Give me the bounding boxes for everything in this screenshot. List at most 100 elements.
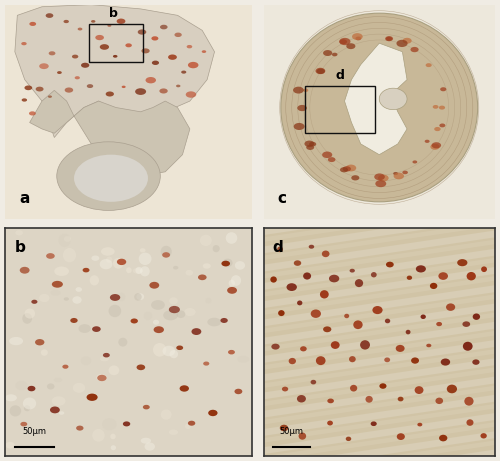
Polygon shape xyxy=(264,313,495,351)
Ellipse shape xyxy=(130,319,138,324)
Text: b: b xyxy=(15,240,26,254)
Ellipse shape xyxy=(297,395,306,402)
Ellipse shape xyxy=(376,180,386,187)
Ellipse shape xyxy=(346,43,356,49)
Ellipse shape xyxy=(176,310,186,318)
Polygon shape xyxy=(264,295,495,333)
Polygon shape xyxy=(264,310,495,356)
Ellipse shape xyxy=(135,88,146,95)
Ellipse shape xyxy=(57,142,160,210)
Ellipse shape xyxy=(103,353,110,357)
Ellipse shape xyxy=(74,76,80,79)
Ellipse shape xyxy=(397,433,405,440)
Ellipse shape xyxy=(100,259,112,269)
Ellipse shape xyxy=(186,270,193,276)
Ellipse shape xyxy=(80,356,92,365)
Ellipse shape xyxy=(9,337,23,345)
Ellipse shape xyxy=(440,124,446,127)
Ellipse shape xyxy=(332,53,338,56)
Polygon shape xyxy=(5,228,252,456)
Ellipse shape xyxy=(446,303,455,311)
Text: c: c xyxy=(278,191,286,206)
Ellipse shape xyxy=(58,234,70,247)
Ellipse shape xyxy=(294,123,304,130)
Ellipse shape xyxy=(316,356,326,365)
Ellipse shape xyxy=(206,298,212,304)
Polygon shape xyxy=(264,420,495,461)
Polygon shape xyxy=(264,276,495,315)
Ellipse shape xyxy=(438,272,448,280)
Ellipse shape xyxy=(29,111,36,116)
Ellipse shape xyxy=(58,411,64,415)
Polygon shape xyxy=(264,292,495,338)
Ellipse shape xyxy=(339,38,350,45)
Ellipse shape xyxy=(372,306,382,314)
Ellipse shape xyxy=(222,260,230,266)
Ellipse shape xyxy=(378,175,388,182)
Ellipse shape xyxy=(162,252,170,258)
Ellipse shape xyxy=(186,45,192,48)
Ellipse shape xyxy=(46,13,54,18)
Ellipse shape xyxy=(436,397,443,404)
Ellipse shape xyxy=(360,340,370,349)
Ellipse shape xyxy=(188,421,196,426)
Ellipse shape xyxy=(21,42,26,45)
Ellipse shape xyxy=(96,35,104,40)
Ellipse shape xyxy=(298,432,306,440)
Ellipse shape xyxy=(22,313,32,324)
Ellipse shape xyxy=(298,105,307,111)
Ellipse shape xyxy=(152,36,158,41)
Polygon shape xyxy=(264,240,495,278)
Ellipse shape xyxy=(426,344,432,347)
Ellipse shape xyxy=(300,346,306,351)
Ellipse shape xyxy=(92,326,100,332)
Polygon shape xyxy=(264,219,495,265)
Ellipse shape xyxy=(48,51,56,55)
Ellipse shape xyxy=(118,338,128,347)
Text: a: a xyxy=(20,191,30,206)
Ellipse shape xyxy=(322,152,332,158)
Ellipse shape xyxy=(280,425,288,431)
Ellipse shape xyxy=(16,381,28,390)
Ellipse shape xyxy=(108,24,112,27)
Ellipse shape xyxy=(47,384,54,390)
Polygon shape xyxy=(264,347,495,392)
Ellipse shape xyxy=(416,265,426,272)
Ellipse shape xyxy=(50,290,60,296)
Ellipse shape xyxy=(294,260,301,266)
Ellipse shape xyxy=(424,140,430,143)
Ellipse shape xyxy=(380,88,407,110)
Ellipse shape xyxy=(41,349,48,356)
Ellipse shape xyxy=(208,318,221,326)
Ellipse shape xyxy=(5,394,17,402)
Ellipse shape xyxy=(303,89,308,92)
Ellipse shape xyxy=(235,261,245,270)
Ellipse shape xyxy=(22,98,27,101)
Ellipse shape xyxy=(117,259,126,265)
Ellipse shape xyxy=(398,396,404,402)
Ellipse shape xyxy=(54,266,69,276)
Polygon shape xyxy=(264,456,495,461)
Polygon shape xyxy=(264,329,495,374)
Ellipse shape xyxy=(293,87,304,94)
Ellipse shape xyxy=(371,272,376,278)
Ellipse shape xyxy=(386,37,392,41)
Polygon shape xyxy=(264,331,495,370)
Ellipse shape xyxy=(220,318,228,323)
Ellipse shape xyxy=(10,405,21,416)
Ellipse shape xyxy=(86,394,98,401)
Ellipse shape xyxy=(36,87,44,91)
Ellipse shape xyxy=(108,366,120,375)
Ellipse shape xyxy=(231,275,241,286)
Polygon shape xyxy=(264,365,495,411)
Polygon shape xyxy=(264,237,495,283)
Ellipse shape xyxy=(35,339,44,345)
Ellipse shape xyxy=(434,127,440,131)
Ellipse shape xyxy=(113,258,124,269)
Ellipse shape xyxy=(138,253,151,265)
Ellipse shape xyxy=(432,142,441,148)
Ellipse shape xyxy=(136,267,142,274)
Ellipse shape xyxy=(303,272,311,279)
Ellipse shape xyxy=(340,167,348,172)
Ellipse shape xyxy=(394,172,404,179)
